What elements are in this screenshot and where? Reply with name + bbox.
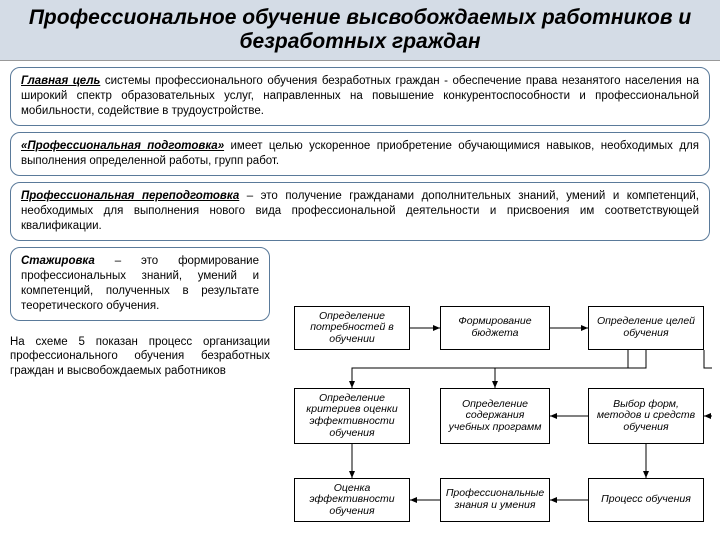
flowchart-node: Процесс обучения — [588, 478, 704, 522]
flowchart-node: Оценка эффективности обучения — [294, 478, 410, 522]
flowchart: Определение потребностей в обучении Форми… — [288, 300, 712, 530]
diagram-caption: На схеме 5 показан процесс организации п… — [10, 335, 270, 380]
flowchart-node: Формирование бюджета — [440, 306, 550, 350]
flowchart-node: Определение критериев оценки эффективнос… — [294, 388, 410, 444]
flowchart-node: Определение содержания учебных программ — [440, 388, 550, 444]
lead: Главная цель — [21, 75, 100, 87]
text: системы профессионального обучения безра… — [21, 75, 699, 117]
page-title: Профессиональное обучение высвобождаемых… — [12, 6, 708, 54]
title-bar: Профессиональное обучение высвобождаемых… — [0, 0, 720, 61]
flowchart-node: Определение потребностей в обучении — [294, 306, 410, 350]
box-retraining: Профессиональная переподготовка – это по… — [10, 182, 710, 241]
flowchart-node: Профессиональные знания и умения — [440, 478, 550, 522]
flowchart-node: Определение целей обучения — [588, 306, 704, 350]
lead: Профессиональная переподготовка — [21, 190, 239, 202]
box-goal: Главная цель системы профессионального о… — [10, 67, 710, 126]
box-internship: Стажировка – это формирование профессион… — [10, 247, 270, 321]
lead: Стажировка — [21, 255, 95, 267]
lead: «Профессиональная подготовка» — [21, 140, 224, 152]
flowchart-node: Выбор форм, методов и средств обучения — [588, 388, 704, 444]
box-training: «Профессиональная подготовка» имеет цель… — [10, 132, 710, 176]
